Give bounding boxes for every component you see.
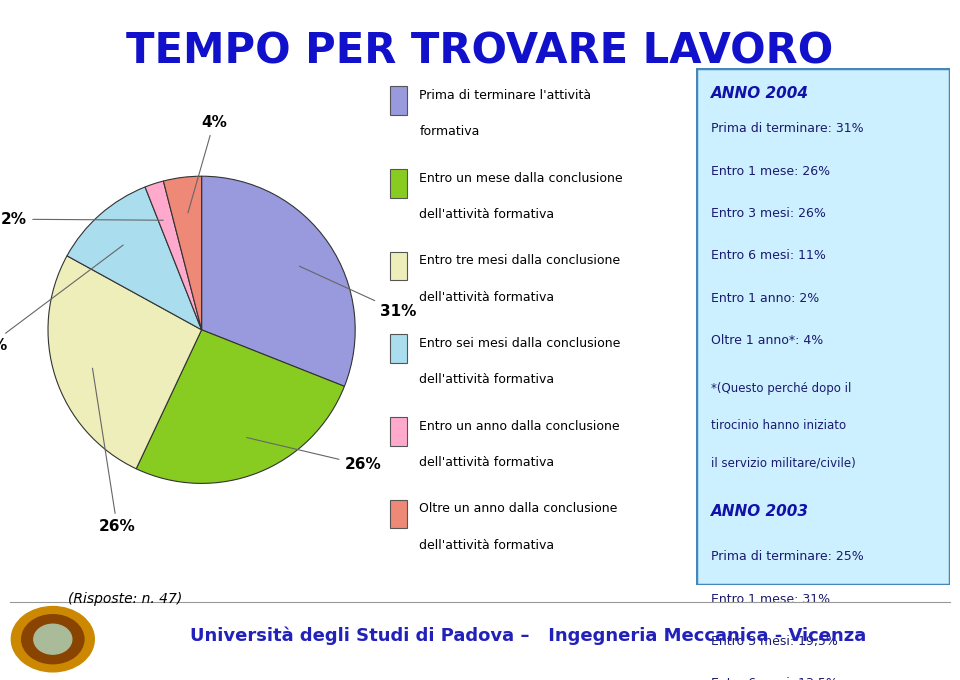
Text: Entro 6 mesi: 13,5%: Entro 6 mesi: 13,5%: [711, 677, 838, 680]
Text: 26%: 26%: [247, 437, 381, 473]
Text: *(Questo perché dopo il: *(Questo perché dopo il: [711, 381, 852, 394]
Wedge shape: [67, 187, 202, 330]
Text: Oltre 1 anno*: 4%: Oltre 1 anno*: 4%: [711, 334, 824, 347]
Text: Università degli Studi di Padova –   Ingegneria Meccanica - Vicenza: Università degli Studi di Padova – Ingeg…: [190, 626, 866, 645]
Bar: [390, 252, 407, 280]
Text: Prima di terminare l'attività: Prima di terminare l'attività: [420, 89, 591, 102]
Text: 2%: 2%: [1, 211, 163, 226]
Circle shape: [34, 624, 72, 654]
Text: 26%: 26%: [92, 368, 135, 534]
Circle shape: [22, 615, 84, 664]
Text: dell'attività formativa: dell'attività formativa: [420, 208, 555, 221]
Bar: [390, 500, 407, 528]
Text: Entro sei mesi dalla conclusione: Entro sei mesi dalla conclusione: [420, 337, 621, 350]
Text: Entro 1 anno: 2%: Entro 1 anno: 2%: [711, 292, 820, 305]
Text: 4%: 4%: [188, 115, 227, 213]
Text: Entro 6 mesi: 11%: Entro 6 mesi: 11%: [711, 250, 827, 262]
Text: Entro 1 mese: 26%: Entro 1 mese: 26%: [711, 165, 830, 177]
Text: Prima di terminare: 25%: Prima di terminare: 25%: [711, 550, 864, 563]
Text: il servizio militare/civile): il servizio militare/civile): [711, 456, 856, 469]
Text: Entro un anno dalla conclusione: Entro un anno dalla conclusione: [420, 420, 620, 432]
Text: dell'attività formativa: dell'attività formativa: [420, 539, 555, 551]
Text: ANNO 2003: ANNO 2003: [711, 504, 809, 519]
Bar: [390, 169, 407, 197]
Text: dell'attività formativa: dell'attività formativa: [420, 456, 555, 469]
Wedge shape: [48, 256, 202, 469]
Text: Prima di terminare: 31%: Prima di terminare: 31%: [711, 122, 864, 135]
Text: Entro un mese dalla conclusione: Entro un mese dalla conclusione: [420, 171, 623, 185]
Text: TEMPO PER TROVARE LAVORO: TEMPO PER TROVARE LAVORO: [127, 31, 833, 73]
Text: 11%: 11%: [0, 245, 123, 353]
Bar: [390, 335, 407, 363]
Text: 31%: 31%: [300, 266, 417, 319]
Text: Entro tre mesi dalla conclusione: Entro tre mesi dalla conclusione: [420, 254, 620, 267]
Text: Entro 1 mese: 31%: Entro 1 mese: 31%: [711, 592, 830, 606]
Text: dell'attività formativa: dell'attività formativa: [420, 373, 555, 386]
Text: ANNO 2004: ANNO 2004: [711, 86, 809, 101]
Text: Oltre un anno dalla conclusione: Oltre un anno dalla conclusione: [420, 503, 617, 515]
Text: Entro 3 mesi: 19,5%: Entro 3 mesi: 19,5%: [711, 635, 838, 648]
Text: Entro 3 mesi: 26%: Entro 3 mesi: 26%: [711, 207, 827, 220]
Text: formativa: formativa: [420, 125, 480, 138]
Text: dell'attività formativa: dell'attività formativa: [420, 290, 555, 303]
Wedge shape: [136, 330, 345, 483]
Bar: [390, 417, 407, 445]
Text: tirocinio hanno iniziato: tirocinio hanno iniziato: [711, 419, 847, 432]
Wedge shape: [163, 176, 202, 330]
Text: (Risposte: n. 47): (Risposte: n. 47): [67, 592, 182, 606]
Circle shape: [12, 607, 94, 672]
Wedge shape: [145, 181, 202, 330]
Wedge shape: [202, 176, 355, 386]
Bar: [390, 86, 407, 115]
